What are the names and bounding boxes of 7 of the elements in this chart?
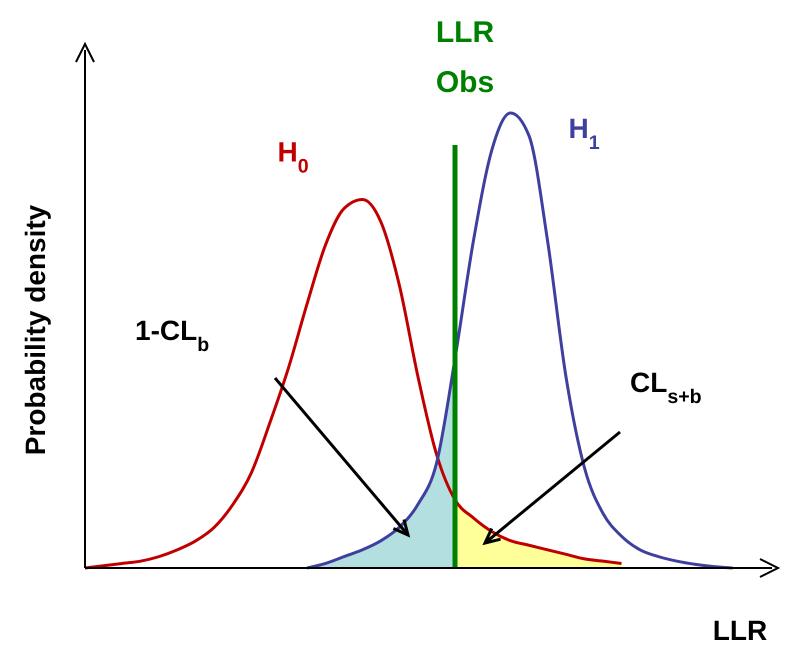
y-axis-title: Probability density — [20, 204, 51, 456]
annotation: CL$_{s+b}$ — [630, 367, 702, 408]
text: LLR Obs — [436, 16, 494, 99]
x-axis-title: LLR — [712, 615, 768, 646]
series-label: H$_{1}$ — [568, 113, 600, 154]
series-label: H$_{0}$ — [278, 136, 309, 178]
annotation: 1-CL$_{b}$ — [135, 315, 210, 356]
